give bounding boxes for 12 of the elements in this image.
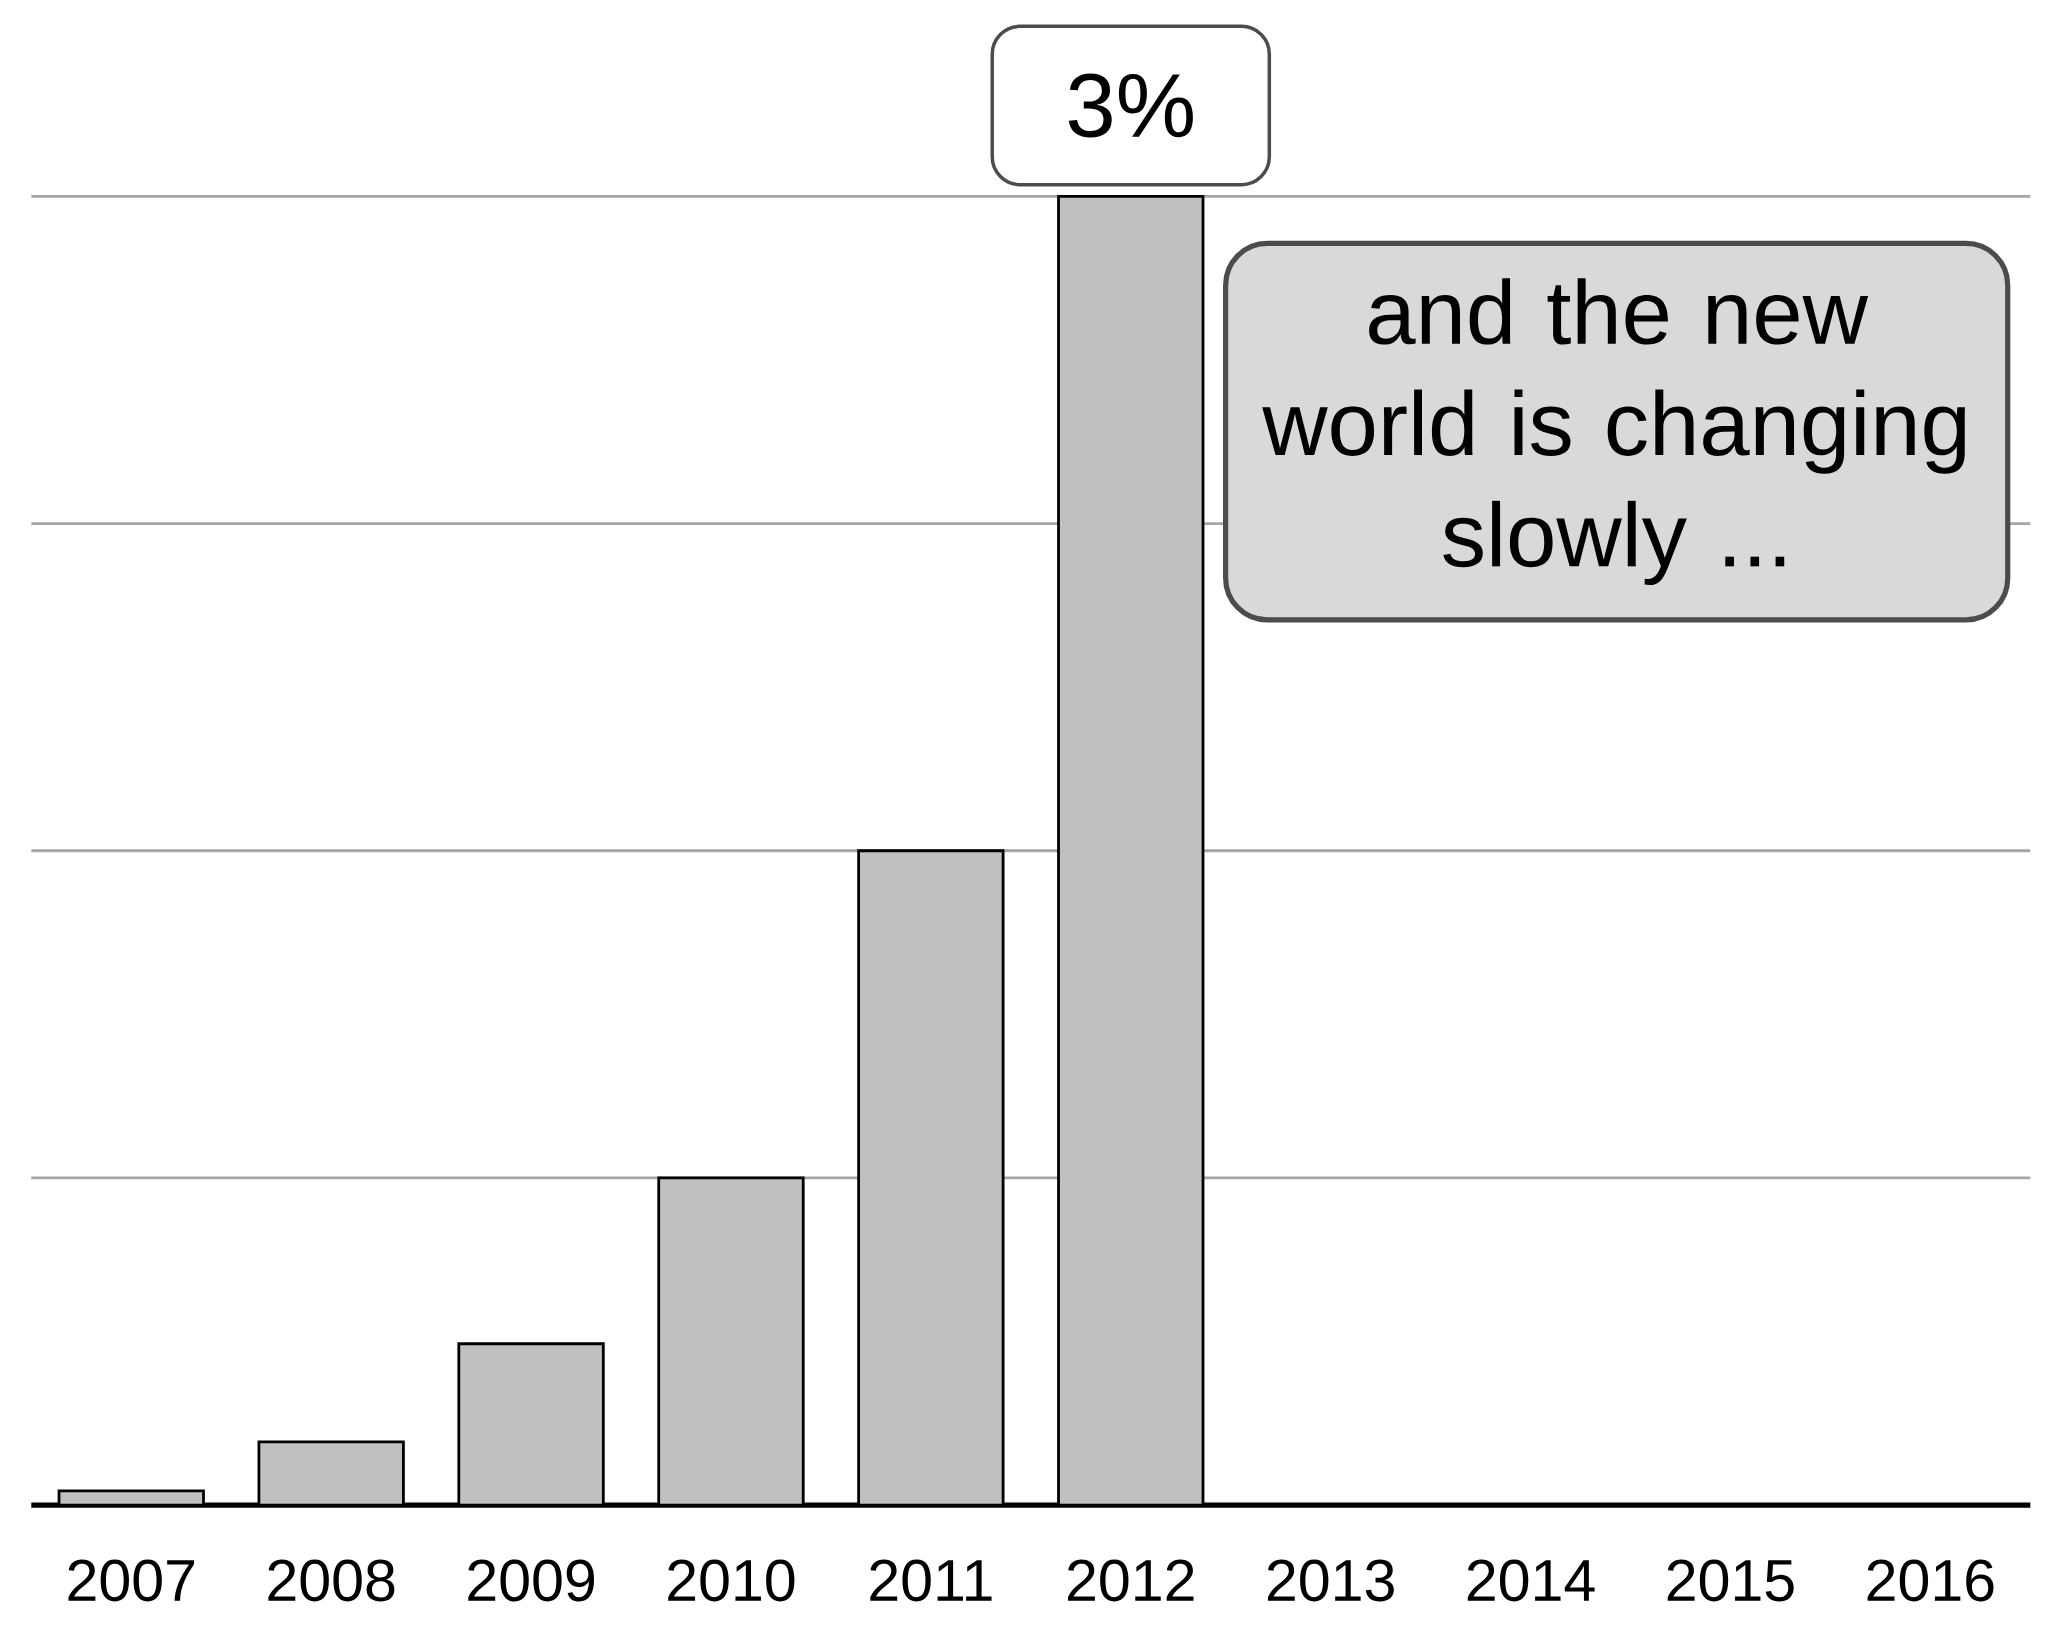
x-tick-label: 2013 [1267,1559,1394,1602]
x-tick-label: 2009 [468,1559,595,1602]
x-tick-label: 2014 [1467,1559,1595,1602]
x-tick-label: 2011 [870,1559,992,1602]
x-tick-label: 2010 [668,1559,795,1602]
x-tick-label: 2007 [68,1559,195,1602]
data-label: 3% [1068,73,1193,138]
x-tick-label: 2015 [1667,1559,1794,1602]
x-tick-label: 2016 [1867,1559,1994,1602]
annotation: and the new world is changing slowly ... [1262,278,1965,586]
x-tick-label: 2012 [1068,1559,1194,1602]
x-tick-label: 2008 [268,1559,395,1602]
